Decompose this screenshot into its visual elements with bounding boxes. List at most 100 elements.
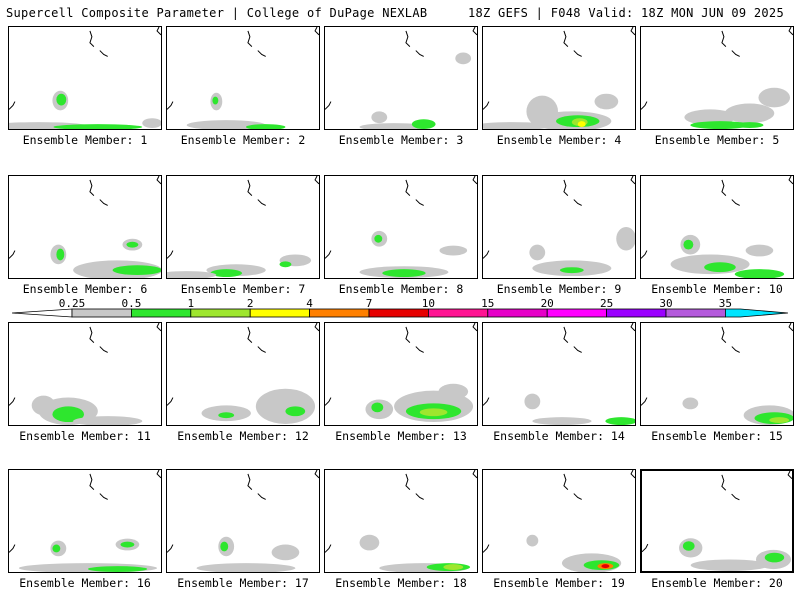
member-map-11[interactable] <box>8 322 162 426</box>
lake-erie-outline <box>257 493 266 500</box>
scp-contour <box>616 227 635 251</box>
member-label: Ensemble Member: 15 <box>651 429 783 443</box>
lake-erie-outline <box>573 50 582 57</box>
gulf-coast-outline <box>325 397 332 406</box>
colorbar-tick-label: 0.25 <box>58 297 86 310</box>
coastline-northeast <box>630 27 635 36</box>
lake-michigan-outline <box>247 179 253 196</box>
member-map-10[interactable] <box>640 175 794 279</box>
coastline-northeast <box>788 323 793 332</box>
scp-field <box>167 27 319 129</box>
lake-michigan-outline <box>721 326 727 343</box>
colorbar-tick-label: 4 <box>306 297 313 310</box>
coastline-northeast <box>314 323 319 332</box>
coastline-northeast <box>156 27 161 36</box>
member-map-7[interactable] <box>166 175 320 279</box>
scp-contour <box>559 267 584 274</box>
scp-contour <box>56 93 67 106</box>
scp-field <box>641 323 793 425</box>
lake-erie-outline <box>99 493 108 500</box>
lake-erie-outline <box>415 199 424 206</box>
colorbar-bin <box>487 308 548 318</box>
colorbar-tick-label: 0.5 <box>121 297 142 310</box>
scp-contour <box>529 244 546 261</box>
colorbar-tick-label: 2 <box>246 297 254 310</box>
gulf-coast-outline <box>167 397 174 406</box>
member-map-2[interactable] <box>166 26 320 130</box>
gulf-coast-outline <box>641 397 648 406</box>
scp-field <box>325 27 477 129</box>
member-map-5[interactable] <box>640 26 794 130</box>
coastline-northeast <box>156 176 161 185</box>
scp-contour <box>524 393 541 410</box>
member-map-8[interactable] <box>324 175 478 279</box>
member-map-20[interactable] <box>640 469 794 573</box>
colorbar-low-arrow <box>12 308 73 318</box>
member-label: Ensemble Member: 19 <box>493 576 625 590</box>
colorbar-bin <box>131 308 192 318</box>
member-map-3[interactable] <box>324 26 478 130</box>
member-label: Ensemble Member: 2 <box>180 133 306 147</box>
coastline-northeast <box>788 176 793 185</box>
lake-erie-outline <box>573 199 582 206</box>
colorbar-tick-label: 25 <box>599 297 614 310</box>
coastline-northeast <box>472 27 477 36</box>
scp-contour <box>279 261 292 268</box>
member-map-1[interactable] <box>8 26 162 130</box>
member-map-12[interactable] <box>166 322 320 426</box>
lake-erie-outline <box>99 50 108 57</box>
colorbar-tick-label: 10 <box>421 297 436 310</box>
member-label: Ensemble Member: 18 <box>335 576 467 590</box>
scp-contour <box>120 541 135 548</box>
scp-contour <box>419 408 448 417</box>
lake-michigan-outline <box>563 30 569 47</box>
member-map-16[interactable] <box>8 469 162 573</box>
gulf-coast-outline <box>9 101 16 110</box>
lake-erie-outline <box>257 199 266 206</box>
lake-michigan-outline <box>247 326 253 343</box>
member-map-4[interactable] <box>482 26 636 130</box>
scp-contour <box>220 541 229 552</box>
member-label: Ensemble Member: 17 <box>177 576 309 590</box>
member-map-15[interactable] <box>640 322 794 426</box>
scp-field <box>483 27 635 129</box>
scp-contour <box>682 541 695 551</box>
lake-erie-outline <box>415 493 424 500</box>
member-map-17[interactable] <box>166 469 320 573</box>
member-label: Ensemble Member: 5 <box>654 133 780 147</box>
member-label: Ensemble Member: 20 <box>651 576 783 590</box>
member-map-14[interactable] <box>482 322 636 426</box>
scp-contour <box>210 269 243 278</box>
member-map-9[interactable] <box>482 175 636 279</box>
member-label: Ensemble Member: 14 <box>493 429 625 443</box>
coastline-northeast <box>630 323 635 332</box>
member-map-13[interactable] <box>324 322 478 426</box>
member-map-19[interactable] <box>482 469 636 573</box>
member-label: Ensemble Member: 16 <box>19 576 151 590</box>
member-map-18[interactable] <box>324 469 478 573</box>
coastline-northeast <box>472 470 477 479</box>
coastline-northeast <box>472 323 477 332</box>
scp-contour <box>683 239 694 250</box>
colorbar-tick-label: 15 <box>481 297 495 310</box>
scp-contour <box>605 417 635 425</box>
scp-contour <box>684 109 736 126</box>
map-title: Supercell Composite Parameter | College … <box>6 6 428 20</box>
lake-michigan-outline <box>89 473 95 490</box>
coastline-northeast <box>314 470 319 479</box>
member-label: Ensemble Member: 9 <box>496 282 622 296</box>
lake-michigan-outline <box>563 326 569 343</box>
scp-contour <box>532 417 592 425</box>
lake-michigan-outline <box>405 326 411 343</box>
scp-field <box>9 470 161 572</box>
scp-field <box>167 323 319 425</box>
scp-contour <box>577 121 586 128</box>
member-map-6[interactable] <box>8 175 162 279</box>
scp-contour <box>745 244 774 257</box>
scp-contour <box>682 397 699 410</box>
scp-field <box>167 470 319 572</box>
colorbar-bin <box>725 308 788 318</box>
scp-contour <box>87 566 148 572</box>
gulf-coast-outline <box>167 544 174 553</box>
gulf-coast-outline <box>641 101 648 110</box>
